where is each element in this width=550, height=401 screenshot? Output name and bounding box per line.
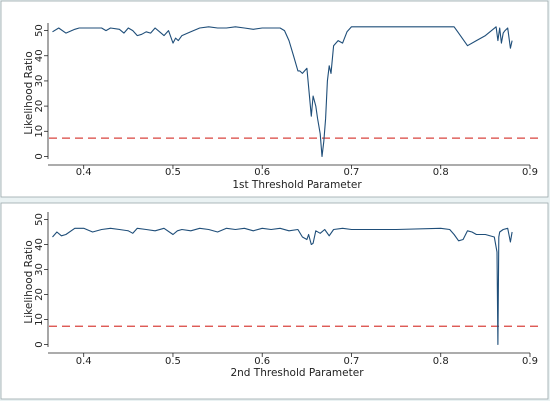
x-tick-label: 0.4	[76, 167, 92, 178]
x-tick-label: 0.8	[433, 356, 449, 367]
y-tick-label: 30	[34, 75, 45, 88]
panel-1-background	[0, 0, 549, 198]
y-tick-label: 30	[34, 263, 45, 276]
y-tick-label: 20	[34, 288, 45, 301]
likelihood-ratio-line	[52, 26, 513, 158]
y-tick-label: 0	[34, 153, 45, 159]
y-tick-label: 40	[34, 238, 45, 251]
x-tick-label: 0.4	[76, 356, 92, 367]
x-tick-label: 0.8	[433, 167, 449, 178]
plot-1st-threshold: 0 10 20 30 40 50 0.4 0.5 0.6 0.7 0.8 0.9	[34, 23, 540, 178]
x-axis-title-1: 1st Threshold Parameter	[232, 179, 362, 191]
y-tick-label: 10	[34, 313, 45, 326]
x-tick-label: 0.9	[522, 356, 538, 367]
x-tick-label: 0.5	[165, 167, 181, 178]
y-tick-label: 0	[34, 341, 45, 347]
x-tick-label: 0.5	[165, 356, 181, 367]
x-tick-label: 0.7	[344, 356, 360, 367]
panel-1: 0 10 20 30 40 50 0.4 0.5 0.6 0.7 0.8 0.9 Likelihood…	[0, 0, 549, 198]
x-tick-label: 0.9	[522, 167, 538, 178]
x-tick-label: 0.6	[254, 356, 270, 367]
panel-2: 0 10 20 30 40 50 0.4 0.5 0.6 0.7 0.8 0.9 Likelihood…	[0, 202, 549, 400]
x-axis-title-2: 2nd Threshold Parameter	[230, 367, 364, 379]
likelihood-ratio-line	[52, 227, 513, 346]
y-tick-label: 40	[34, 49, 45, 62]
y-tick-label: 50	[34, 24, 45, 37]
y-axis-title-1: Likelihood Ratio	[23, 51, 35, 134]
y-axis-title-2: Likelihood Ratio	[23, 240, 35, 323]
y-tick-label: 10	[34, 125, 45, 138]
plot-2nd-threshold: 0 10 20 30 40 50 0.4 0.5 0.6 0.7 0.8 0.9	[34, 212, 540, 367]
panel-2-background	[0, 202, 549, 400]
x-tick-label: 0.6	[254, 167, 270, 178]
y-tick-label: 20	[34, 100, 45, 113]
x-tick-label: 0.7	[344, 167, 360, 178]
y-tick-label: 50	[34, 213, 45, 226]
